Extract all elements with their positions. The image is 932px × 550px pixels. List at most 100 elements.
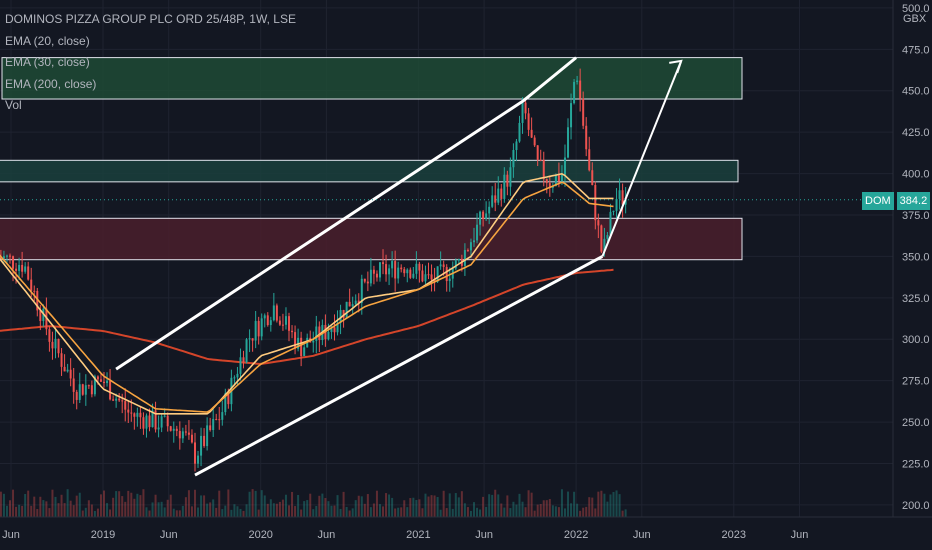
price-axis[interactable]: 200.0 225.0 250.0 275.0 300.0 325.0 350.0 375.0… xyxy=(892,0,932,550)
volume-bar xyxy=(78,492,81,517)
candle-body xyxy=(166,415,169,427)
channel-lower-line xyxy=(194,255,604,477)
time-axis[interactable]: Jun 2019 Jun 2020 Jun 2021 Jun 2022 Jun 2023 Jun xyxy=(0,516,932,550)
volume-bar xyxy=(415,499,418,517)
legend-ema200[interactable]: EMA (200, close) xyxy=(5,76,97,91)
volume-bar xyxy=(193,489,196,517)
candle-body xyxy=(118,398,121,401)
volume-bar xyxy=(181,505,184,517)
legend-ema20[interactable]: EMA (20, close) xyxy=(5,33,90,48)
candle-body xyxy=(315,326,318,341)
candle-body xyxy=(284,316,287,325)
candle-body xyxy=(621,190,624,205)
volume-bar xyxy=(269,499,272,517)
volume-bar xyxy=(330,505,333,517)
time-axis-bg xyxy=(0,517,932,550)
candle-body xyxy=(415,263,418,274)
volume-bar xyxy=(606,501,609,517)
trend-drawings[interactable] xyxy=(0,56,893,477)
candle-body xyxy=(93,376,96,395)
volume-bars xyxy=(0,489,627,517)
volume-bar xyxy=(21,505,24,517)
volume-bar xyxy=(466,507,469,517)
candle-body xyxy=(103,381,106,384)
candle-body xyxy=(463,250,466,266)
candle-body xyxy=(269,320,272,326)
volume-bar xyxy=(585,506,588,517)
volume-bar xyxy=(360,496,363,517)
candle-body xyxy=(215,418,218,420)
legend-vol[interactable]: Vol xyxy=(5,98,22,112)
candle-body xyxy=(78,384,81,400)
last-price-badge: DOM 384.2 xyxy=(862,192,931,210)
candle-body xyxy=(439,264,442,267)
candle-body xyxy=(2,256,5,259)
candle-body xyxy=(227,393,230,405)
volume-bar xyxy=(479,509,482,517)
volume-bar xyxy=(457,497,460,517)
volume-bar xyxy=(582,507,585,517)
legend-title[interactable]: DOMINOS PIZZA GROUP PLC ORD 25/48P, 1W, … xyxy=(5,12,296,26)
volume-bar xyxy=(588,497,591,517)
volume-bar xyxy=(169,494,172,517)
volume-bar xyxy=(439,509,442,517)
volume-bar xyxy=(112,497,115,517)
volume-bar xyxy=(424,493,427,517)
candle-body xyxy=(181,431,184,439)
volume-bar xyxy=(354,500,357,517)
candle-body xyxy=(506,174,509,187)
volume-bar xyxy=(303,501,306,517)
volume-bar xyxy=(421,508,424,517)
volume-bar xyxy=(297,494,300,517)
candle-body xyxy=(206,425,209,447)
candle-body xyxy=(300,337,303,357)
volume-bar xyxy=(142,489,145,517)
candle-body xyxy=(248,338,251,340)
volume-bar xyxy=(518,493,521,517)
volume-bar xyxy=(151,502,154,517)
time-tick-label: 2020 xyxy=(248,529,272,541)
volume-bar xyxy=(548,499,551,517)
volume-bar xyxy=(445,508,448,517)
candle-body xyxy=(24,266,27,272)
candle-body xyxy=(603,238,606,252)
volume-bar xyxy=(0,491,2,517)
candle-body xyxy=(345,301,348,318)
price-zone-teal xyxy=(0,159,739,183)
volume-bar xyxy=(442,490,445,517)
legend-ema30[interactable]: EMA (30, close) xyxy=(5,55,90,69)
volume-bar xyxy=(124,501,127,517)
candle-body xyxy=(479,211,482,225)
candle-body xyxy=(567,127,570,158)
candle-body xyxy=(397,267,400,279)
time-tick-label: 2022 xyxy=(564,529,588,541)
candle-body xyxy=(497,188,500,203)
candle-body xyxy=(15,268,18,271)
candle-body xyxy=(472,240,475,243)
volume-bar xyxy=(412,497,415,517)
volume-bar xyxy=(594,508,597,517)
candle-body xyxy=(570,103,573,128)
candle-body xyxy=(288,316,291,331)
volume-bar xyxy=(312,509,315,517)
candle-body xyxy=(236,373,239,378)
volume-bar xyxy=(215,507,218,517)
candle-body xyxy=(521,102,524,123)
price-tick-label: 200.0 xyxy=(902,500,930,512)
time-tick-label: 2023 xyxy=(722,529,746,541)
candle-body xyxy=(363,278,366,282)
volume-bar xyxy=(160,501,163,517)
volume-bar xyxy=(236,506,239,517)
volume-bar xyxy=(218,490,221,517)
price-tick-label: 475.0 xyxy=(902,44,930,56)
volume-bar xyxy=(306,500,309,517)
ema-line xyxy=(0,172,614,415)
candle-body xyxy=(303,347,306,357)
volume-bar xyxy=(397,507,400,517)
time-tick-label: Jun xyxy=(475,529,493,541)
volume-bar xyxy=(172,508,175,517)
volume-bar xyxy=(90,504,93,517)
volume-bar xyxy=(257,509,260,517)
candle-body xyxy=(469,242,472,251)
